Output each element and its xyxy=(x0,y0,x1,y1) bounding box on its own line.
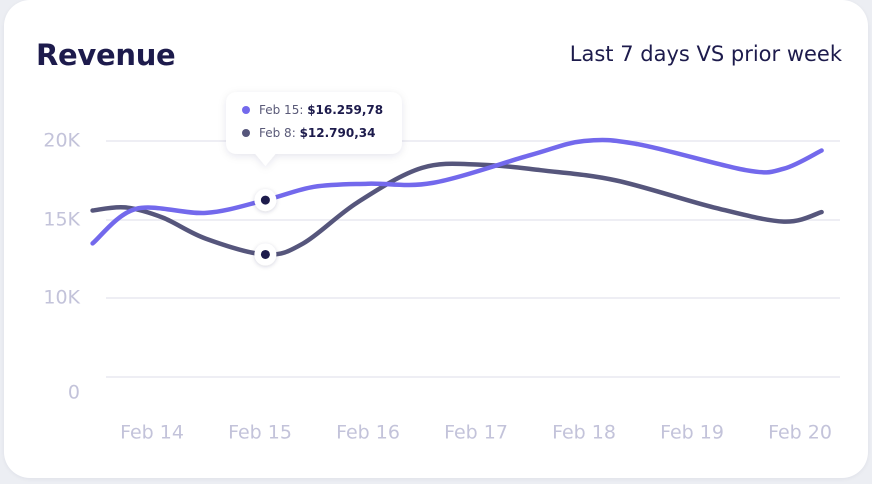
tooltip-entry-value: $12.790,34 xyxy=(300,126,376,140)
y-tick-label: 0 xyxy=(68,382,80,404)
tooltip-entry-value: $16.259,78 xyxy=(307,103,383,117)
x-tick-label: Feb 17 xyxy=(444,422,508,444)
chart-title: Revenue xyxy=(36,38,176,72)
x-tick-label: Feb 14 xyxy=(120,422,184,444)
series-lines xyxy=(90,137,824,257)
tooltip-legend-dot xyxy=(242,129,250,137)
tooltip-box: Feb 15: $16.259,78 Feb 8: $12.790,34 xyxy=(226,92,402,166)
current-hover-dot xyxy=(260,195,270,205)
revenue-card xyxy=(4,0,868,478)
y-tick-label: 20K xyxy=(43,130,80,152)
x-tick-label: Feb 19 xyxy=(660,422,724,444)
x-tick-label: Feb 18 xyxy=(552,422,616,444)
tooltip-entry: Feb 15: $16.259,78 xyxy=(259,103,383,117)
x-axis: Feb 14 Feb 15 Feb 16 Feb 17 Feb 18 Feb 19 Feb … xyxy=(120,422,832,444)
y-tick-label: 15K xyxy=(43,209,80,231)
grid-lines xyxy=(106,140,840,378)
period-selector[interactable]: Last 7 days VS prior week xyxy=(569,42,842,66)
x-tick-label: Feb 20 xyxy=(768,422,832,444)
tooltip-entry-label: Feb 8: xyxy=(259,126,300,140)
x-tick-label: Feb 16 xyxy=(336,422,400,444)
x-tick-label: Feb 15 xyxy=(228,422,292,444)
current-series-line[interactable] xyxy=(90,137,824,246)
y-axis: 0 10K 15K 20K xyxy=(43,130,80,404)
tooltip-entry: Feb 8: $12.790,34 xyxy=(259,126,375,140)
tooltip-entry-label: Feb 15: xyxy=(259,103,307,117)
prior-series-line[interactable] xyxy=(90,161,824,257)
y-tick-label: 10K xyxy=(43,287,80,309)
tooltip: Feb 15: $16.259,78 Feb 8: $12.790,34 xyxy=(226,92,402,266)
tooltip-legend-dot xyxy=(242,106,250,114)
prior-hover-dot xyxy=(260,249,270,259)
